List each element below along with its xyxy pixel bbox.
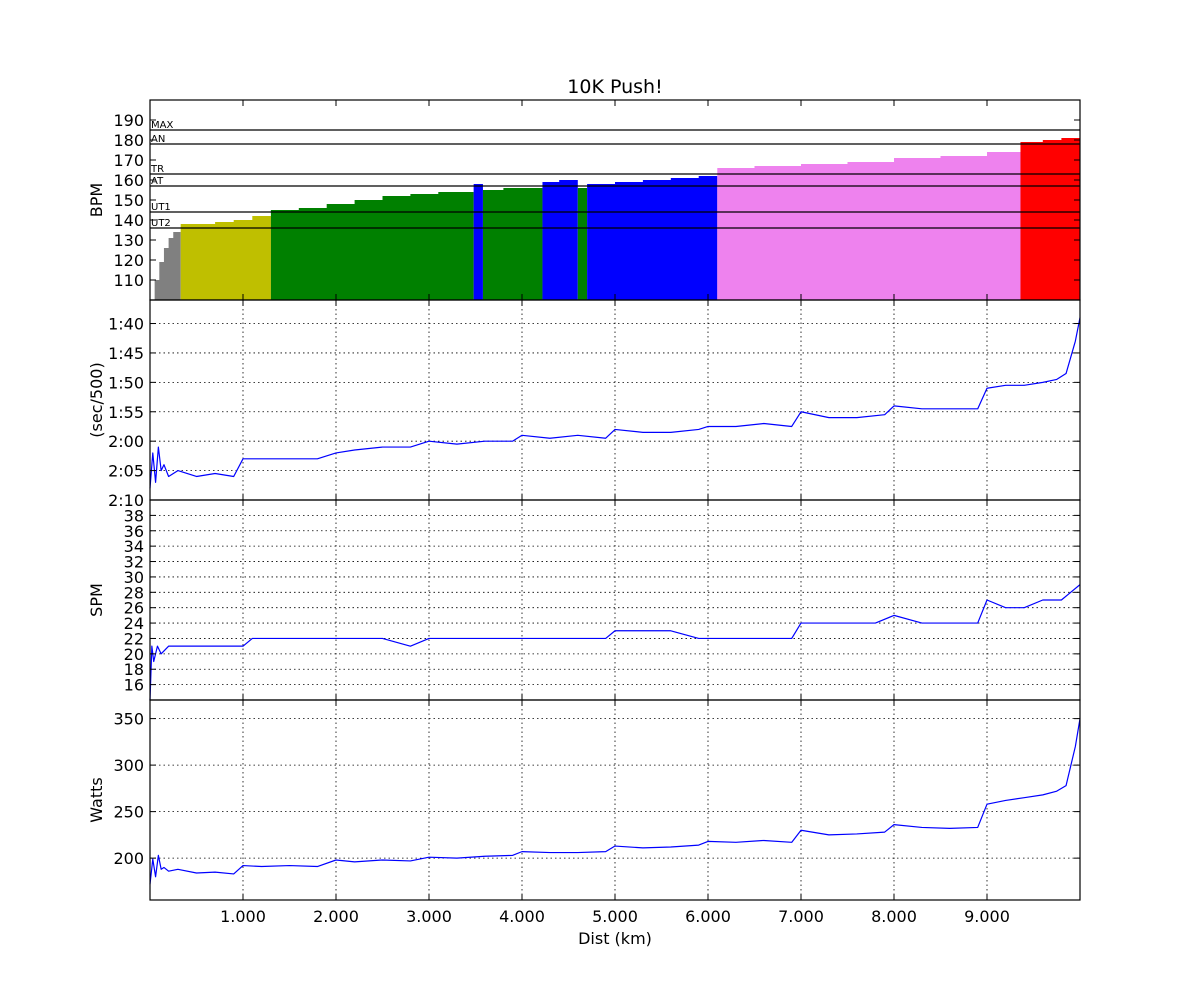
threshold-label: TR [150,164,164,175]
y-tick-label: 24 [124,614,144,633]
series-line-pace [149,317,1081,489]
y-tick-label: 2:10 [108,491,144,510]
y-tick-label: 170 [113,151,144,170]
y-tick-label: 2:00 [108,432,144,451]
x-tick-label: 2.000 [313,907,359,926]
panel-frame [149,699,1081,901]
threshold-label: MAX [151,120,173,131]
y-tick-label: 190 [113,111,144,130]
y-axis-label: BPM [87,183,106,217]
y-tick-label: 110 [113,271,144,290]
y-tick-label: 160 [113,171,144,190]
x-tick-label: 9.000 [964,907,1010,926]
hr-zone-area-at [473,184,483,300]
series-line-power [149,718,1081,885]
hr-zone-area-at [542,180,578,300]
y-tick-label: 250 [113,803,144,822]
x-tick-label: 8.000 [871,907,917,926]
hr-zone-area-rest [150,228,181,300]
hr-zone-area-an [1020,136,1080,300]
chart-title: 10K Push! [567,76,662,98]
x-tick-label: 6.000 [685,907,731,926]
hr-zone-area-ut2 [180,212,271,300]
y-tick-label: 120 [113,251,144,270]
hr-zone-area-tr [717,146,1021,300]
y-tick-label: 300 [113,756,144,775]
x-tick-label: 7.000 [778,907,824,926]
y-tick-label: 22 [124,629,144,648]
power-panel: 200 250 300 350 1.000 2.000 3.000 4.000 5.000 6.0… [87,699,1081,926]
threshold-label: AT [151,176,164,187]
x-tick-label: 3.000 [406,907,452,926]
y-tick-label: 26 [124,599,144,618]
x-axis-label: Dist (km) [578,929,652,948]
threshold-label: UT2 [151,218,171,229]
y-tick-label: 200 [113,849,144,868]
series-line-stroke-rate [149,584,1081,701]
y-tick-label: 36 [124,522,144,541]
y-tick-label: 28 [124,583,144,602]
y-tick-label: 18 [124,660,144,679]
y-tick-label: 350 [113,710,144,729]
y-tick-label: 1:40 [108,315,144,334]
y-tick-label: 180 [113,131,144,150]
y-tick-label: 2:05 [108,462,144,481]
y-tick-label: 1:50 [108,373,144,392]
threshold-label: AN [151,134,165,145]
x-tick-label: 1.000 [220,907,266,926]
y-tick-label: 1:55 [108,403,144,422]
y-tick-label: 32 [124,553,144,572]
hr-zone-area-ut1 [577,188,588,300]
hr-zone-area-at [587,176,718,300]
threshold-label: UT1 [151,202,171,213]
y-tick-label: 30 [124,568,144,587]
hr-zone-area-ut1 [270,188,474,300]
x-tick-label: 5.000 [592,907,638,926]
y-axis-label: (sec/500) [87,362,106,437]
y-tick-label: 20 [124,645,144,664]
y-tick-label: 150 [113,191,144,210]
y-tick-label: 1:45 [108,344,144,363]
y-tick-label: 16 [124,676,144,695]
y-tick-label: 130 [113,231,144,250]
y-tick-label: 34 [124,537,144,556]
hr-zone-area-ut1 [482,188,543,300]
y-axis-label: SPM [87,583,106,617]
y-tick-label: 140 [113,211,144,230]
y-tick-label: 38 [124,506,144,525]
y-axis-label: Watts [87,777,106,822]
x-tick-label: 4.000 [499,907,545,926]
